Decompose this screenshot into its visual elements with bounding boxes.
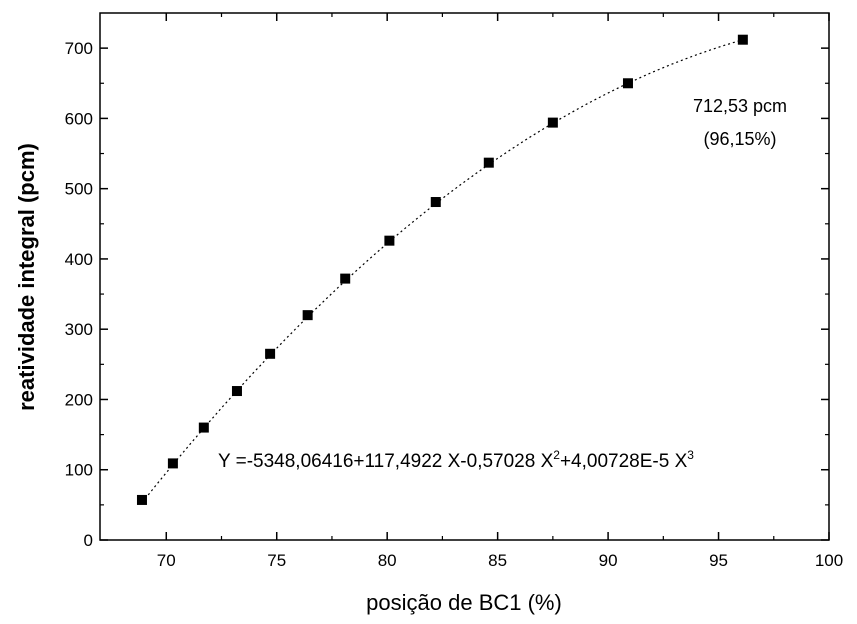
data-point xyxy=(737,34,748,45)
x-tick-label: 70 xyxy=(157,551,176,570)
x-tick-label: 95 xyxy=(709,551,728,570)
data-point xyxy=(167,458,178,469)
data-point xyxy=(340,273,351,284)
fit-equation: Y =-5348,06416+117,4922 X-0,57028 X2+4,0… xyxy=(218,448,694,472)
y-tick-labels: 0 100 200 300 400 500 600 700 xyxy=(65,39,93,550)
annotation-percent: (96,15%) xyxy=(703,129,776,149)
annotation-value: 712,53 pcm xyxy=(693,96,787,116)
y-tick-label: 0 xyxy=(84,531,93,550)
fit-equation-prefix: Y =-5348,06416+117,4922 X-0,57028 X xyxy=(218,451,554,472)
data-point xyxy=(302,310,313,321)
data-point xyxy=(547,117,558,128)
x-tick-label: 80 xyxy=(378,551,397,570)
y-tick-label: 300 xyxy=(65,320,93,339)
y-tick-label: 700 xyxy=(65,39,93,58)
data-point xyxy=(231,386,242,397)
data-point xyxy=(384,235,395,246)
x-tick-label: 90 xyxy=(599,551,618,570)
fit-equation-exp2: 2 xyxy=(553,448,560,462)
data-point xyxy=(265,348,276,359)
data-points xyxy=(136,34,748,505)
data-point xyxy=(430,197,441,208)
y-tick-label: 100 xyxy=(65,461,93,480)
fit-equation-mid: +4,00728E-5 X xyxy=(560,451,688,472)
data-point xyxy=(483,157,494,168)
axis-ticks xyxy=(100,13,830,541)
x-tick-label: 85 xyxy=(488,551,507,570)
x-tick-label: 100 xyxy=(815,551,843,570)
y-tick-label: 600 xyxy=(65,109,93,128)
fit-equation-exp3: 3 xyxy=(687,448,694,462)
x-tick-labels: 70 75 80 85 90 95 100 xyxy=(157,551,843,570)
y-tick-label: 400 xyxy=(65,250,93,269)
data-point xyxy=(136,494,147,505)
fit-curve xyxy=(141,38,745,504)
data-point xyxy=(198,422,209,433)
plot-frame xyxy=(99,12,830,541)
x-tick-label: 75 xyxy=(267,551,286,570)
y-axis-title: reatividade integral (pcm) xyxy=(14,143,39,411)
data-point xyxy=(622,78,633,89)
x-axis-title: posição de BC1 (%) xyxy=(366,590,562,615)
y-tick-label: 500 xyxy=(65,180,93,199)
y-tick-label: 200 xyxy=(65,390,93,409)
